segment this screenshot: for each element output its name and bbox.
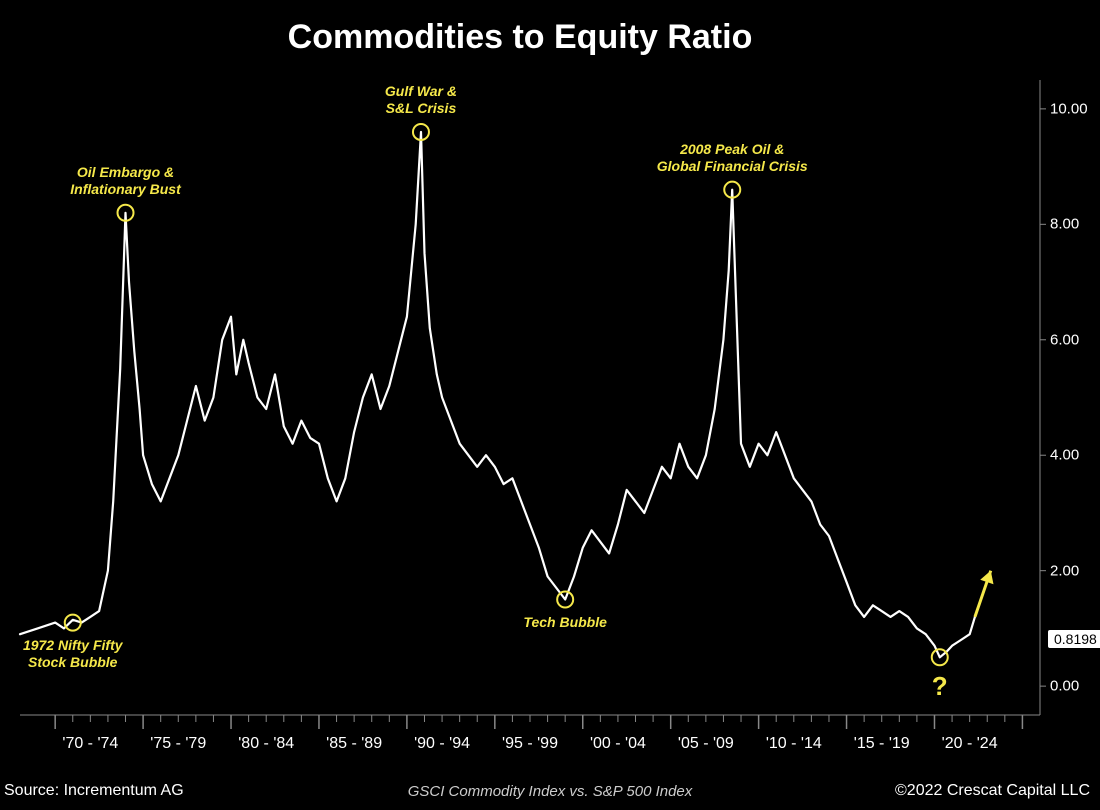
callout-line: Tech Bubble bbox=[523, 614, 607, 632]
x-tick-label: '10 - '14 bbox=[766, 735, 822, 753]
question-mark: ? bbox=[932, 671, 948, 702]
x-tick-label: '80 - '84 bbox=[238, 735, 294, 753]
x-tick-label: '95 - '99 bbox=[502, 735, 558, 753]
x-tick-label: '75 - '79 bbox=[150, 735, 206, 753]
y-tick-label: 10.00 bbox=[1050, 100, 1088, 117]
y-tick-label: 8.00 bbox=[1050, 216, 1079, 233]
callout-line: S&L Crisis bbox=[385, 100, 457, 118]
callout-line: Oil Embargo & bbox=[70, 164, 180, 182]
callout-line: Inflationary Bust bbox=[70, 181, 180, 199]
x-tick-label: '90 - '94 bbox=[414, 735, 470, 753]
callout-line: Global Financial Crisis bbox=[657, 158, 808, 176]
x-tick-label: '20 - '24 bbox=[942, 735, 998, 753]
callout-line: 1972 Nifty Fifty bbox=[23, 637, 123, 655]
x-tick-label: '15 - '19 bbox=[854, 735, 910, 753]
y-tick-label: 4.00 bbox=[1050, 447, 1079, 464]
callout-line: Stock Bubble bbox=[23, 654, 123, 672]
callout-label: 1972 Nifty FiftyStock Bubble bbox=[23, 637, 123, 672]
y-tick-label: 2.00 bbox=[1050, 562, 1079, 579]
callout-label: Tech Bubble bbox=[523, 614, 607, 632]
x-tick-label: '05 - '09 bbox=[678, 735, 734, 753]
callout-label: Gulf War &S&L Crisis bbox=[385, 83, 457, 118]
y-tick-label: 6.00 bbox=[1050, 331, 1079, 348]
callout-line: 2008 Peak Oil & bbox=[657, 141, 808, 159]
footer-copyright: ©2022 Crescat Capital LLC bbox=[895, 782, 1090, 800]
x-tick-label: '00 - '04 bbox=[590, 735, 646, 753]
callout-line: Gulf War & bbox=[385, 83, 457, 101]
callout-label: 2008 Peak Oil &Global Financial Crisis bbox=[657, 141, 808, 176]
callout-label: Oil Embargo &Inflationary Bust bbox=[70, 164, 180, 199]
x-tick-label: '85 - '89 bbox=[326, 735, 382, 753]
y-tick-label: 0.00 bbox=[1050, 678, 1079, 695]
x-tick-label: '70 - '74 bbox=[62, 735, 118, 753]
chart-frame: Commodities to Equity Ratio Source: Incr… bbox=[0, 0, 1100, 810]
last-value-badge: 0.8198 bbox=[1048, 630, 1100, 648]
